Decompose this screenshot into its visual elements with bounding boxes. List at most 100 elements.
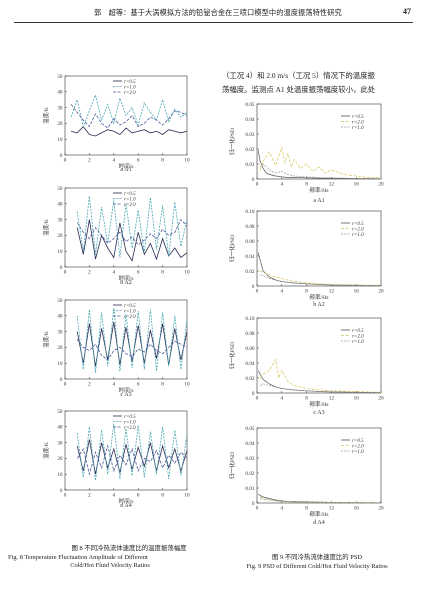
y-tick-label: 10 <box>57 361 63 367</box>
y-axis-label: 归一化PSD <box>228 235 236 262</box>
y-tick-label: 0.10 <box>245 316 254 322</box>
x-axis-label: 频率/Hz <box>309 186 329 194</box>
series-line-r05 <box>257 150 382 180</box>
page-number: 47 <box>403 7 411 16</box>
x-tick-label: 4 <box>281 506 284 512</box>
x-tick-label: 4 <box>113 158 116 164</box>
x-tick-label: 4 <box>281 182 284 188</box>
y-tick-label: 0.03 <box>245 132 254 138</box>
x-tick-label: 0 <box>256 506 259 512</box>
x-tick-label: 8 <box>305 506 308 512</box>
y-tick-label: 0.06 <box>245 239 254 245</box>
y-tick-label: 50 <box>57 74 63 80</box>
fig9-panel-0: 0 0.01 0.02 0.03 0.04 0.05 0 4 8 12 16 20 频率/Hz 归一化PS… <box>228 102 384 204</box>
running-header: 郭 超等：基于大涡模拟方法的铅铋合金在三喷口模型中的温度振荡特性研究 47 <box>14 6 413 22</box>
series-line-r10 <box>76 423 188 481</box>
header-rule <box>14 22 413 23</box>
y-tick-label: 0.02 <box>245 471 254 477</box>
x-tick-label: 0 <box>64 158 67 164</box>
legend-label: r=0.5 <box>124 80 136 85</box>
x-tick-label: 2 <box>88 158 91 164</box>
y-tick-label: 10 <box>57 137 63 143</box>
y-tick-label: 40 <box>57 202 63 208</box>
y-axis-label: 归一化PSD <box>228 452 236 479</box>
panel-label: d A4 <box>120 503 132 509</box>
x-tick-label: 20 <box>378 506 384 512</box>
x-tick-label: 16 <box>354 506 360 512</box>
x-tick-label: 8 <box>305 182 308 188</box>
series-line-r20 <box>76 218 188 246</box>
x-tick-label: 12 <box>329 396 335 402</box>
y-tick-label: 40 <box>57 90 63 96</box>
y-tick-label: 20 <box>57 233 63 239</box>
x-tick-label: 16 <box>354 182 360 188</box>
series-line-r10 <box>259 163 382 180</box>
legend-label: r=1.0 <box>352 126 364 131</box>
x-tick-label: 8 <box>305 396 308 402</box>
series-line-r20 <box>76 339 188 361</box>
legend-label: r=2.0 <box>124 315 136 320</box>
legend-label: r=0.5 <box>352 329 364 334</box>
x-tick-label: 16 <box>354 289 360 295</box>
y-tick-label: 0 <box>60 377 63 383</box>
series-line-r20 <box>259 496 382 504</box>
y-tick-label: 0.03 <box>245 456 254 462</box>
x-axis-label: 时间/s <box>119 386 134 394</box>
y-tick-label: 10 <box>57 249 63 255</box>
x-tick-label: 10 <box>184 382 190 388</box>
running-title: 郭 超等：基于大涡模拟方法的铅铋合金在三喷口模型中的温度振荡特性研究 <box>94 9 342 17</box>
plot-frame <box>64 299 188 380</box>
series-line-r10 <box>76 307 188 373</box>
series-line-r10 <box>76 195 188 258</box>
body-text-line-1: （工况 4）和 2.0 m/s（工况 5）情况下的温度振 <box>222 71 375 80</box>
y-axis-label: 归一化PSD <box>228 128 236 155</box>
y-tick-label: 0.04 <box>245 361 254 367</box>
x-tick-label: 20 <box>378 182 384 188</box>
y-tick-label: 0.06 <box>245 346 254 352</box>
fig9-panel-3: 0 0.01 0.02 0.03 0.04 0.05 0 4 8 12 16 20 频率/Hz 归一化PS… <box>228 426 384 526</box>
x-tick-label: 10 <box>184 270 190 276</box>
y-tick-label: 40 <box>57 314 63 320</box>
x-axis-label: 频率/Hz <box>309 400 329 408</box>
x-tick-label: 12 <box>329 182 335 188</box>
panel-label: a A1 <box>120 167 131 173</box>
x-tick-label: 10 <box>184 493 190 499</box>
legend-label: r=0.5 <box>352 222 364 227</box>
fig8-panel-3: 0 10 20 30 40 50 0 2 4 6 8 10 时间/s 温度/K r=0.5r=1.0r=2.… <box>42 409 190 509</box>
panel-label: c A3 <box>313 410 324 416</box>
fig8-panel-0: 0 10 20 30 40 50 0 2 4 6 8 10 时间/s 温度/K r=0.5r=1.0r=2.… <box>42 74 190 173</box>
plot-frame <box>256 317 382 394</box>
x-tick-label: 0 <box>256 289 259 295</box>
x-tick-label: 6 <box>137 270 140 276</box>
y-tick-label: 0 <box>60 488 63 494</box>
legend-label: r=1.0 <box>124 85 136 90</box>
x-tick-label: 4 <box>113 382 116 388</box>
legend-label: r=0.5 <box>124 304 136 309</box>
series-line-r20 <box>259 358 382 393</box>
body-text-line-2: 荡幅度。监测点 A1 处温度振荡幅度较小，此处 <box>222 85 376 94</box>
x-tick-label: 8 <box>161 493 164 499</box>
x-tick-label: 12 <box>329 289 335 295</box>
x-tick-label: 0 <box>64 382 67 388</box>
y-tick-label: 0.02 <box>245 376 254 382</box>
plot-frame <box>64 187 188 268</box>
y-tick-label: 0.02 <box>245 269 254 275</box>
fig8-caption-cn: 图 8 不同冷热流体速度比的温度振荡幅度 <box>71 545 187 552</box>
panel-label: a A1 <box>313 198 324 204</box>
legend-label: r=2.0 <box>124 426 136 431</box>
fig9-caption-en: Fig. 9 PSD of Different Cold/Hot Fluid V… <box>246 563 388 570</box>
legend-label: r=1.0 <box>124 197 136 202</box>
legend-label: r=0.5 <box>352 439 364 444</box>
legend-label: r=1.0 <box>124 420 136 425</box>
legend-label: r=2.0 <box>124 91 136 96</box>
x-tick-label: 0 <box>64 270 67 276</box>
y-tick-label: 20 <box>57 345 63 351</box>
y-axis-label: 温度/K <box>42 442 50 459</box>
y-tick-label: 0.01 <box>245 486 254 492</box>
series-line-r05 <box>257 493 382 504</box>
y-tick-label: 0.08 <box>245 224 254 230</box>
x-axis-label: 频率/Hz <box>309 510 329 518</box>
panel-label: b A2 <box>313 302 325 308</box>
